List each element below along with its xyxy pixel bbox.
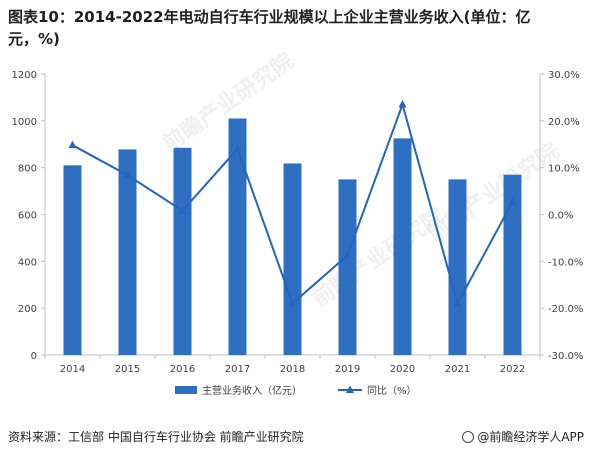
y-tick-label-right: 30.0% bbox=[548, 70, 580, 81]
x-tick-label: 2019 bbox=[335, 364, 360, 375]
source-note: 资料来源：工信部 中国自行车行业协会 前瞻产业研究院 bbox=[8, 430, 304, 444]
y-tick-label-left: 200 bbox=[18, 304, 37, 315]
bar bbox=[283, 163, 302, 355]
bar bbox=[448, 179, 467, 355]
brand-label: @前瞻经济学人APP bbox=[462, 428, 584, 445]
y-tick-label-left: 600 bbox=[18, 211, 37, 222]
y-tick-label-right: -20.0% bbox=[548, 304, 583, 315]
x-tick-label: 2018 bbox=[280, 364, 305, 375]
chart-title-line1: 图表10：2014-2022年电动自行车行业规模以上企业主营业务收入(单位：亿 bbox=[8, 8, 531, 26]
x-tick-label: 2022 bbox=[500, 364, 525, 375]
x-tick-label: 2021 bbox=[445, 364, 470, 375]
y-tick-label-right: -10.0% bbox=[548, 257, 583, 268]
yoy-marker bbox=[288, 298, 297, 307]
footer: 资料来源：工信部 中国自行车行业协会 前瞻产业研究院 @前瞻经济学人APP bbox=[8, 428, 588, 448]
y-tick-label-right: -30.0% bbox=[548, 351, 583, 362]
chart-title: 图表10：2014-2022年电动自行车行业规模以上企业主营业务收入(单位：亿 … bbox=[8, 6, 588, 50]
x-tick-label: 2020 bbox=[390, 364, 415, 375]
x-tick-label: 2016 bbox=[170, 364, 195, 375]
brand-logo-icon bbox=[462, 431, 475, 443]
y-tick-label-right: 20.0% bbox=[548, 117, 580, 128]
y-tick-label-left: 800 bbox=[18, 164, 37, 175]
legend-line-label: 同比（%） bbox=[367, 385, 417, 397]
chart-title-line2: 元，%) bbox=[8, 30, 60, 48]
legend-bar-label: 主营业务收入（亿元） bbox=[202, 384, 302, 397]
x-tick-label: 2014 bbox=[60, 364, 85, 375]
y-tick-label-right: 0.0% bbox=[548, 211, 573, 222]
bar bbox=[393, 138, 412, 355]
yoy-marker bbox=[343, 250, 352, 259]
y-tick-label-left: 1200 bbox=[12, 70, 37, 81]
bar bbox=[228, 118, 247, 355]
y-tick-label-left: 0 bbox=[31, 351, 37, 362]
brand-text: @前瞻经济学人APP bbox=[477, 430, 584, 444]
bar bbox=[173, 147, 192, 355]
bar bbox=[338, 179, 357, 355]
x-tick-label: 2015 bbox=[115, 364, 140, 375]
yoy-marker bbox=[123, 170, 132, 179]
y-tick-label-right: 10.0% bbox=[548, 164, 580, 175]
legend-line-marker bbox=[346, 385, 354, 393]
bar bbox=[63, 165, 82, 355]
bar bbox=[118, 149, 137, 355]
yoy-marker bbox=[68, 140, 77, 149]
y-tick-label-left: 400 bbox=[18, 257, 37, 268]
yoy-marker bbox=[508, 197, 517, 205]
y-tick-label-left: 1000 bbox=[12, 117, 37, 128]
yoy-marker bbox=[398, 99, 407, 108]
yoy-marker bbox=[453, 298, 462, 307]
x-tick-label: 2017 bbox=[225, 364, 250, 375]
yoy-marker bbox=[178, 206, 187, 214]
legend-bar-swatch bbox=[175, 386, 197, 394]
bar bbox=[503, 174, 522, 355]
yoy-marker bbox=[233, 144, 242, 152]
